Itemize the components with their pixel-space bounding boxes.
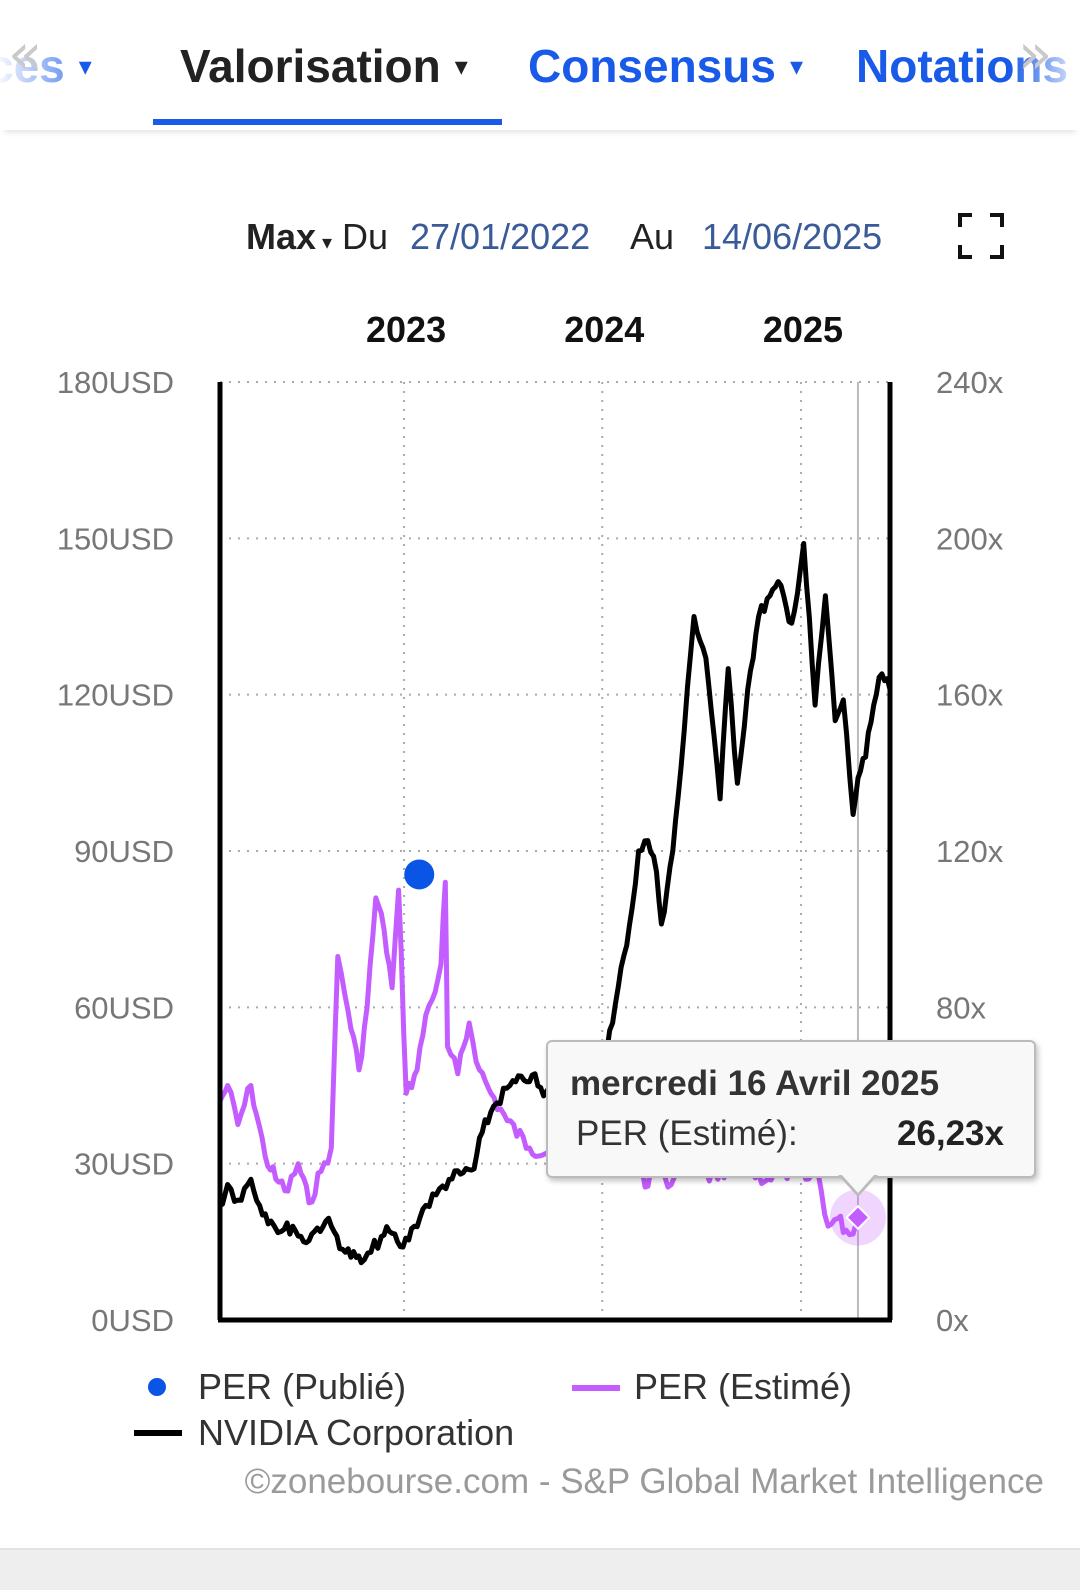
legend-per-estime-marker — [572, 1385, 620, 1391]
right-fade — [1010, 0, 1080, 128]
from-label: Du — [342, 216, 389, 257]
per-publie-point — [404, 859, 435, 890]
to-date-input[interactable]: 14/06/2025 — [702, 216, 883, 257]
y-tick-label-left: 0USD — [91, 1303, 174, 1338]
x-tick-label: 2024 — [564, 309, 644, 350]
y-tick-label-right: 120x — [936, 834, 1004, 869]
left-fade — [0, 0, 64, 128]
x-tick-label: 2023 — [366, 309, 446, 350]
tab-bar: ces ▾ Valorisation ▾ Consensus ▾ Notatio… — [0, 0, 1080, 130]
tab-valorisation-label: Valorisation — [180, 40, 441, 92]
y-tick-label-left: 30USD — [74, 1147, 174, 1182]
tooltip-pointer-fill — [841, 1174, 875, 1193]
legend-nvidia[interactable]: NVIDIA Corporation — [198, 1412, 515, 1453]
chevron-down-icon: ▾ — [789, 50, 804, 81]
legend-per-publie[interactable]: PER (Publié) — [198, 1366, 407, 1407]
x-axis: 2023 2024 2025 — [366, 309, 843, 350]
chart-markers — [404, 859, 886, 1246]
bottom-bar — [0, 1548, 1080, 1590]
chart-tooltip: mercredi 16 Avril 2025 PER (Estimé): 26,… — [546, 1040, 1036, 1178]
y-axis-right: 0x40x80x120x160x200x240x — [936, 365, 1004, 1338]
tab-valorisation[interactable]: Valorisation ▾ — [180, 36, 468, 96]
tooltip-label: PER (Estimé): — [576, 1114, 798, 1153]
hover-point — [845, 1204, 871, 1231]
tab-consensus-label: Consensus — [528, 40, 776, 92]
y-tick-label-left: 150USD — [57, 521, 174, 556]
legend-nvidia-marker — [134, 1430, 182, 1436]
chevron-down-icon: ▾ — [78, 50, 92, 81]
y-tick-label-left: 90USD — [74, 834, 174, 869]
scroll-right-icon[interactable]: » — [1018, 22, 1053, 87]
legend-per-publie-marker — [148, 1378, 166, 1396]
from-date-input[interactable]: 27/01/2022 — [410, 216, 591, 257]
legend-per-estime[interactable]: PER (Estimé) — [634, 1366, 853, 1407]
y-tick-label-right: 160x — [936, 678, 1004, 713]
tooltip-date: mercredi 16 Avril 2025 — [570, 1064, 940, 1103]
period-caret-icon[interactable]: ▾ — [322, 232, 333, 254]
copyright: ©zonebourse.com - S&P Global Market Inte… — [244, 1462, 1044, 1501]
active-tab-indicator — [153, 119, 502, 125]
chart: 0USD 30USD 60USD 90USD 120USD 150USD 180USD 0x… — [57, 309, 1004, 1338]
y-tick-label-right: 240x — [936, 365, 1004, 400]
y-axis-left: 0USD 30USD 60USD 90USD 120USD 150USD 180USD — [57, 365, 174, 1338]
fullscreen-icon[interactable] — [958, 213, 1004, 259]
x-tick-label: 2025 — [763, 309, 843, 350]
scroll-left-icon[interactable]: « — [8, 22, 43, 87]
y-tick-label-right: 0x — [936, 1303, 969, 1338]
y-tick-label-right: 200x — [936, 521, 1004, 556]
tooltip-value: 26,23x — [896, 1114, 1004, 1153]
chevron-down-icon: ▾ — [454, 50, 468, 81]
y-tick-label-right: 80x — [936, 990, 986, 1025]
tab-consensus[interactable]: Consensus ▾ — [528, 36, 803, 96]
y-tick-label-left: 120USD — [57, 678, 174, 713]
to-label: Au — [630, 216, 675, 257]
y-tick-label-left: 60USD — [74, 990, 174, 1025]
period-selector[interactable]: Max — [246, 216, 317, 257]
y-tick-label-left: 180USD — [57, 365, 174, 400]
